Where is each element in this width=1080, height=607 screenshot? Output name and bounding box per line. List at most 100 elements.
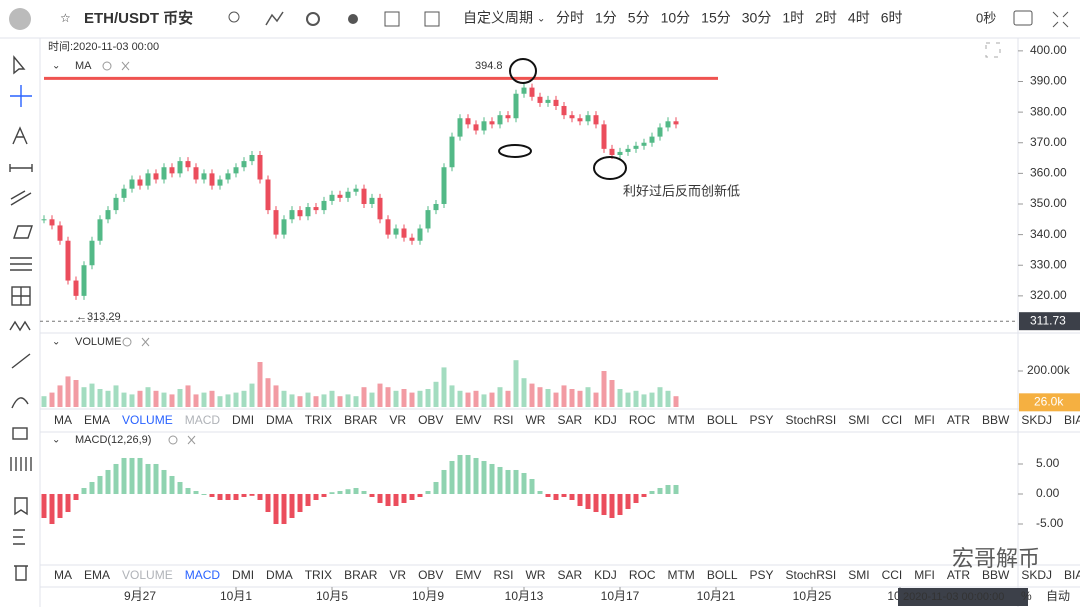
indicator-tab[interactable]: CCI	[882, 413, 903, 427]
indicator-tab[interactable]: MTM	[667, 413, 694, 427]
macd-bar	[265, 493, 271, 513]
dropdown-caret[interactable]: ⌄	[537, 14, 545, 25]
indicator-tab[interactable]: VOLUME	[122, 568, 173, 582]
indicator-tab[interactable]: ROC	[629, 568, 656, 582]
indicator-tab[interactable]: BOLL	[707, 568, 738, 582]
indicator-settings[interactable]	[168, 435, 178, 445]
indicator-tab[interactable]: PSY	[750, 413, 774, 427]
indicator-tab[interactable]: DMA	[266, 413, 293, 427]
macd-bar	[513, 469, 519, 494]
star-icon[interactable]: ☆	[60, 11, 71, 25]
indicator-tab[interactable]: VR	[389, 568, 406, 582]
fullscreen-icon[interactable]	[1052, 11, 1069, 28]
chart-type-icon[interactable]	[265, 11, 284, 26]
indicator-tab[interactable]: WR	[525, 413, 545, 427]
interval[interactable]: 6时	[881, 10, 903, 26]
macd-bar	[401, 493, 407, 504]
indicator-tab[interactable]: KDJ	[594, 568, 617, 582]
indicator-tab[interactable]: RSI	[493, 568, 513, 582]
indicator-tab[interactable]: MA	[54, 568, 72, 582]
indicator-tab[interactable]: EMV	[455, 568, 481, 582]
interval[interactable]: 1分	[595, 10, 617, 26]
indicator-tab[interactable]: BOLL	[707, 413, 738, 427]
camera-icon[interactable]	[1013, 10, 1033, 26]
interval[interactable]: 10分	[661, 10, 691, 26]
indicator-tab[interactable]: WR	[525, 568, 545, 582]
indicator-tab[interactable]: KDJ	[594, 413, 617, 427]
indicator-tab[interactable]: ROC	[629, 413, 656, 427]
layout-icon[interactable]	[384, 11, 400, 27]
indicator-tab[interactable]: BIAS	[1064, 413, 1080, 427]
indicator-tab[interactable]: BBW	[982, 568, 1010, 582]
indicator-tab[interactable]: EMA	[84, 413, 110, 427]
indicator-tab[interactable]: MFI	[914, 413, 935, 427]
volume-bar	[545, 389, 551, 407]
indicator-tab[interactable]: DMI	[232, 568, 254, 582]
interval[interactable]: 5分	[628, 10, 650, 26]
percent-toggle[interactable]: %	[1021, 589, 1032, 603]
indicator-tab[interactable]: MA	[54, 413, 72, 427]
indicator-tab[interactable]: StochRSI	[786, 413, 837, 427]
indicator-tab[interactable]: StochRSI	[786, 568, 837, 582]
indicator-tab[interactable]: MFI	[914, 568, 935, 582]
macd-bar	[585, 493, 591, 510]
volume-bar	[297, 396, 303, 407]
indicator-tab[interactable]: BBW	[982, 413, 1010, 427]
indicator-settings[interactable]	[122, 337, 132, 347]
interval[interactable]: 2时	[815, 10, 837, 26]
collapse[interactable]: ⌄	[52, 337, 60, 348]
indicator-tab[interactable]: BRAR	[344, 413, 378, 427]
indicator-tab[interactable]: RSI	[493, 413, 513, 427]
settings-icon[interactable]	[306, 12, 320, 26]
candle-body	[361, 188, 367, 204]
macd-bar	[665, 484, 671, 494]
drawing-tools[interactable]	[9, 55, 33, 581]
indicator-tab[interactable]: ATR	[947, 413, 970, 427]
symbol[interactable]: ETH/USDT 币安	[84, 9, 193, 27]
indicator-tab[interactable]: SKDJ	[1021, 568, 1052, 582]
indicator-tab[interactable]: OBV	[418, 413, 443, 427]
indicator-tab[interactable]: ATR	[947, 568, 970, 582]
indicator-tab[interactable]: VR	[389, 413, 406, 427]
interval[interactable]: 4时	[848, 10, 870, 26]
interval[interactable]: 分时	[556, 10, 584, 26]
indicator-close[interactable]	[121, 61, 130, 71]
indicator-tab[interactable]: SMI	[848, 413, 869, 427]
interval[interactable]: 30分	[742, 10, 772, 26]
volume-bar	[457, 390, 463, 407]
interval[interactable]: 15分	[701, 10, 731, 26]
indicator-tab[interactable]: EMA	[84, 568, 110, 582]
indicator-tab[interactable]: PSY	[750, 568, 774, 582]
collapse[interactable]: ⌄	[52, 435, 60, 446]
indicator-tab[interactable]: MACD	[185, 568, 221, 582]
indicator-tab[interactable]: SMI	[848, 568, 869, 582]
image-icon[interactable]	[424, 11, 440, 27]
search-icon[interactable]	[228, 11, 240, 23]
auto-toggle[interactable]: 自动	[1046, 589, 1070, 603]
indicator-tab[interactable]: MTM	[667, 568, 694, 582]
indicator-tab[interactable]: BIAS	[1064, 568, 1080, 582]
collapse[interactable]: ⌄	[52, 61, 60, 72]
indicator-tab[interactable]: SAR	[557, 413, 582, 427]
indicator-tab[interactable]: DMA	[266, 568, 293, 582]
interval[interactable]: 1时	[782, 10, 804, 26]
period-menu[interactable]: 自定义周期	[463, 10, 533, 26]
candle-body	[65, 240, 71, 281]
indicator-tab[interactable]: TRIX	[305, 413, 332, 427]
indicator-close[interactable]	[141, 337, 150, 347]
indicator-tab[interactable]: OBV	[418, 568, 443, 582]
indicator-tab[interactable]: SKDJ	[1021, 413, 1052, 427]
theme-icon[interactable]	[348, 14, 358, 24]
indicator-tab[interactable]: SAR	[557, 568, 582, 582]
indicator-settings[interactable]	[102, 61, 112, 71]
indicator-tab[interactable]: BRAR	[344, 568, 378, 582]
indicator-tab[interactable]: DMI	[232, 413, 254, 427]
indicator-tab[interactable]: MACD	[185, 413, 221, 427]
indicator-tab[interactable]: TRIX	[305, 568, 332, 582]
maximize[interactable]	[985, 42, 1001, 58]
indicator-tab[interactable]: CCI	[882, 568, 903, 582]
indicator-tab[interactable]: EMV	[455, 413, 481, 427]
indicator-tab[interactable]: VOLUME	[122, 413, 173, 427]
indicator-close[interactable]	[187, 435, 196, 445]
macd-bar	[617, 493, 623, 516]
